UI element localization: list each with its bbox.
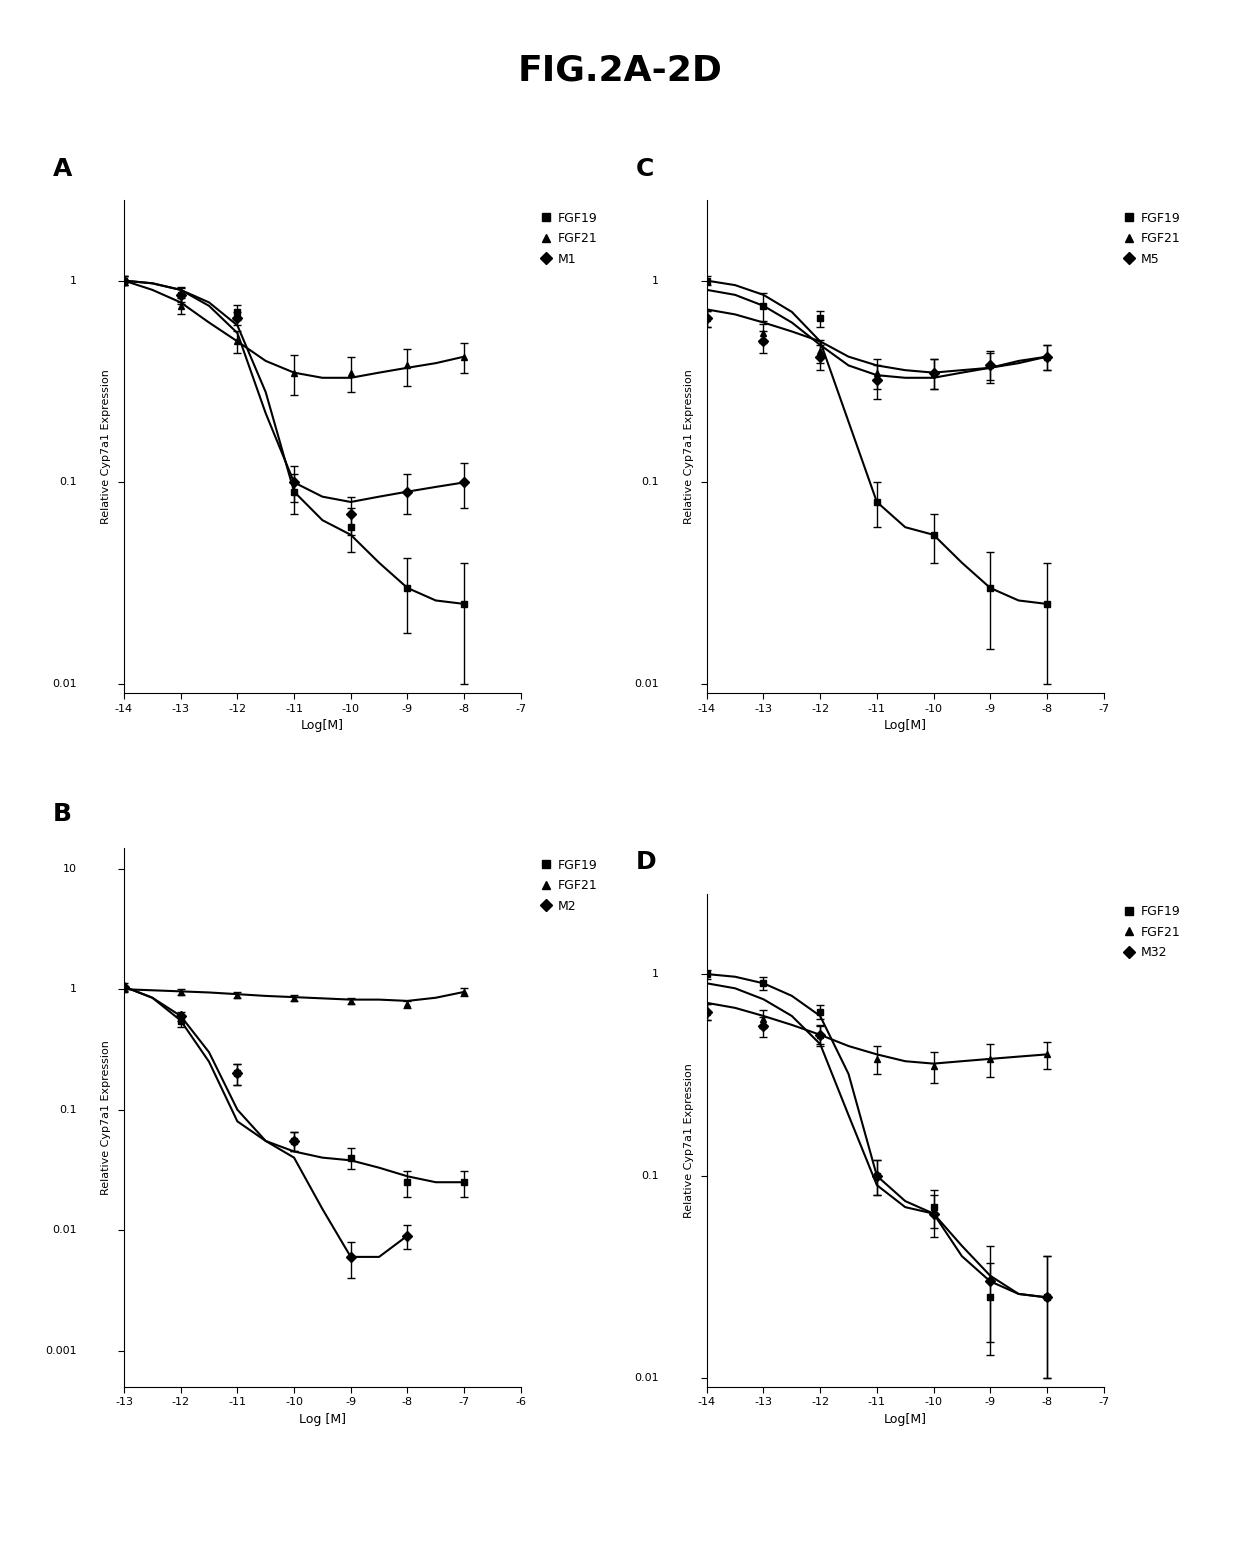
- X-axis label: Log[M]: Log[M]: [884, 720, 926, 732]
- Y-axis label: Relative Cyp7a1 Expression: Relative Cyp7a1 Expression: [683, 1063, 693, 1217]
- Text: A: A: [52, 157, 72, 180]
- Legend: FGF19, FGF21, M1: FGF19, FGF21, M1: [534, 206, 603, 271]
- Text: D: D: [635, 851, 656, 874]
- Text: 0.1: 0.1: [641, 478, 660, 487]
- Text: 1: 1: [652, 276, 660, 285]
- Text: 10: 10: [62, 865, 77, 874]
- Text: B: B: [52, 801, 72, 826]
- Legend: FGF19, FGF21, M5: FGF19, FGF21, M5: [1117, 206, 1185, 271]
- Text: 0.01: 0.01: [52, 1225, 77, 1236]
- Text: 0.001: 0.001: [45, 1345, 77, 1356]
- Text: 1: 1: [652, 969, 660, 979]
- Text: 1: 1: [69, 985, 77, 994]
- Y-axis label: Relative Cyp7a1 Expression: Relative Cyp7a1 Expression: [683, 370, 693, 524]
- Legend: FGF19, FGF21, M32: FGF19, FGF21, M32: [1117, 900, 1185, 965]
- X-axis label: Log[M]: Log[M]: [884, 1413, 926, 1425]
- X-axis label: Log[M]: Log[M]: [301, 720, 343, 732]
- Y-axis label: Relative Cyp7a1 Expression: Relative Cyp7a1 Expression: [100, 370, 110, 524]
- Text: 0.01: 0.01: [635, 680, 660, 689]
- Text: 0.01: 0.01: [635, 1373, 660, 1382]
- Legend: FGF19, FGF21, M2: FGF19, FGF21, M2: [534, 854, 603, 918]
- Y-axis label: Relative Cyp7a1 Expression: Relative Cyp7a1 Expression: [100, 1040, 110, 1194]
- Text: 0.01: 0.01: [52, 680, 77, 689]
- Text: 1: 1: [69, 276, 77, 285]
- Text: C: C: [635, 157, 653, 180]
- Text: FIG.2A-2D: FIG.2A-2D: [517, 54, 723, 88]
- Text: 0.1: 0.1: [58, 1105, 77, 1114]
- Text: 0.1: 0.1: [641, 1171, 660, 1180]
- X-axis label: Log [M]: Log [M]: [299, 1413, 346, 1425]
- Text: 0.1: 0.1: [58, 478, 77, 487]
